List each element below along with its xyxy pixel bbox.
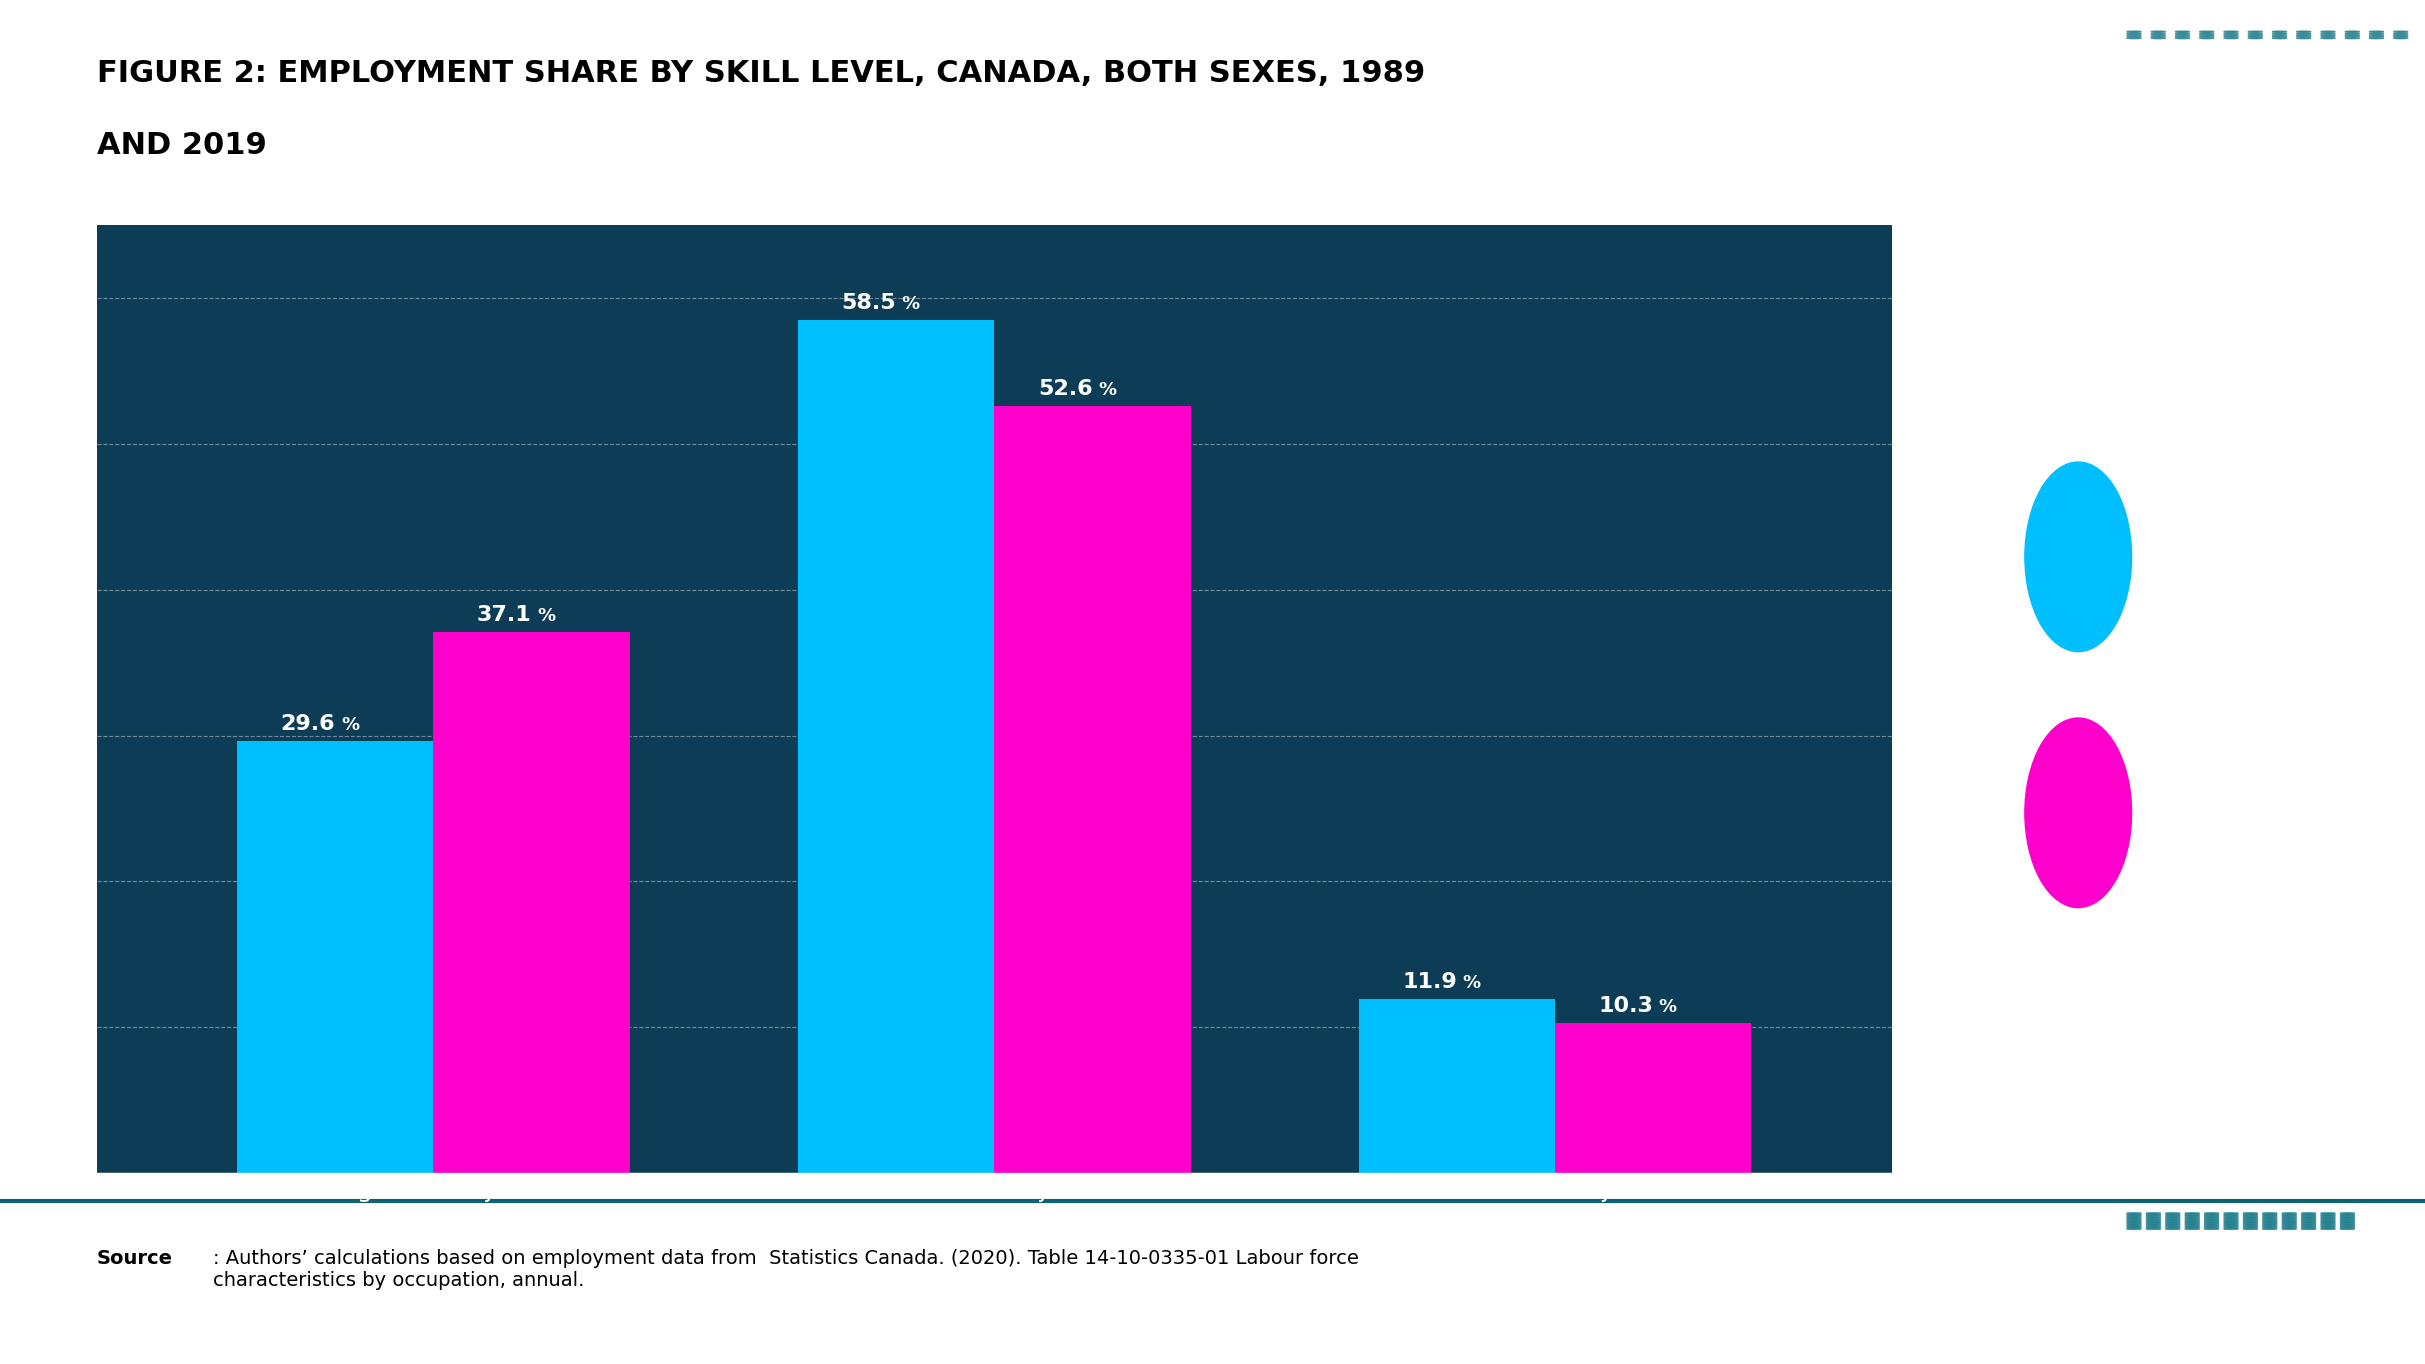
Text: 29.6: 29.6: [281, 713, 335, 734]
Text: %: %: [342, 716, 359, 734]
Text: %: %: [1099, 381, 1116, 398]
Bar: [434, 632, 630, 1173]
Text: 1989: 1989: [2035, 690, 2122, 719]
Text: 11.9: 11.9: [1402, 973, 1457, 992]
Circle shape: [2025, 462, 2132, 652]
Circle shape: [2025, 717, 2132, 907]
Text: AND 2019: AND 2019: [97, 131, 267, 160]
Text: 37.1: 37.1: [478, 604, 531, 625]
Text: 58.5: 58.5: [841, 292, 897, 312]
Text: FIGURE 2: EMPLOYMENT SHARE BY SKILL LEVEL, CANADA, BOTH SEXES, 1989: FIGURE 2: EMPLOYMENT SHARE BY SKILL LEVE…: [97, 59, 1426, 89]
Text: Source: Source: [97, 1249, 172, 1267]
Text: %: %: [1462, 974, 1482, 992]
Bar: [994, 406, 1191, 1173]
Bar: [798, 319, 994, 1173]
Bar: [1554, 1023, 1751, 1173]
Text: 52.6: 52.6: [1038, 379, 1091, 398]
Bar: [1358, 1000, 1554, 1173]
Text: %: %: [902, 295, 919, 312]
Text: %: %: [538, 607, 555, 625]
Y-axis label: Employment Share: Employment Share: [2, 580, 27, 818]
Text: 2019: 2019: [2035, 945, 2122, 974]
Text: : Authors’ calculations based on employment data from  Statistics Canada. (2020): : Authors’ calculations based on employm…: [213, 1249, 1360, 1290]
Text: 10.3: 10.3: [1598, 996, 1654, 1016]
Bar: [238, 742, 434, 1173]
Text: %: %: [1659, 997, 1678, 1016]
